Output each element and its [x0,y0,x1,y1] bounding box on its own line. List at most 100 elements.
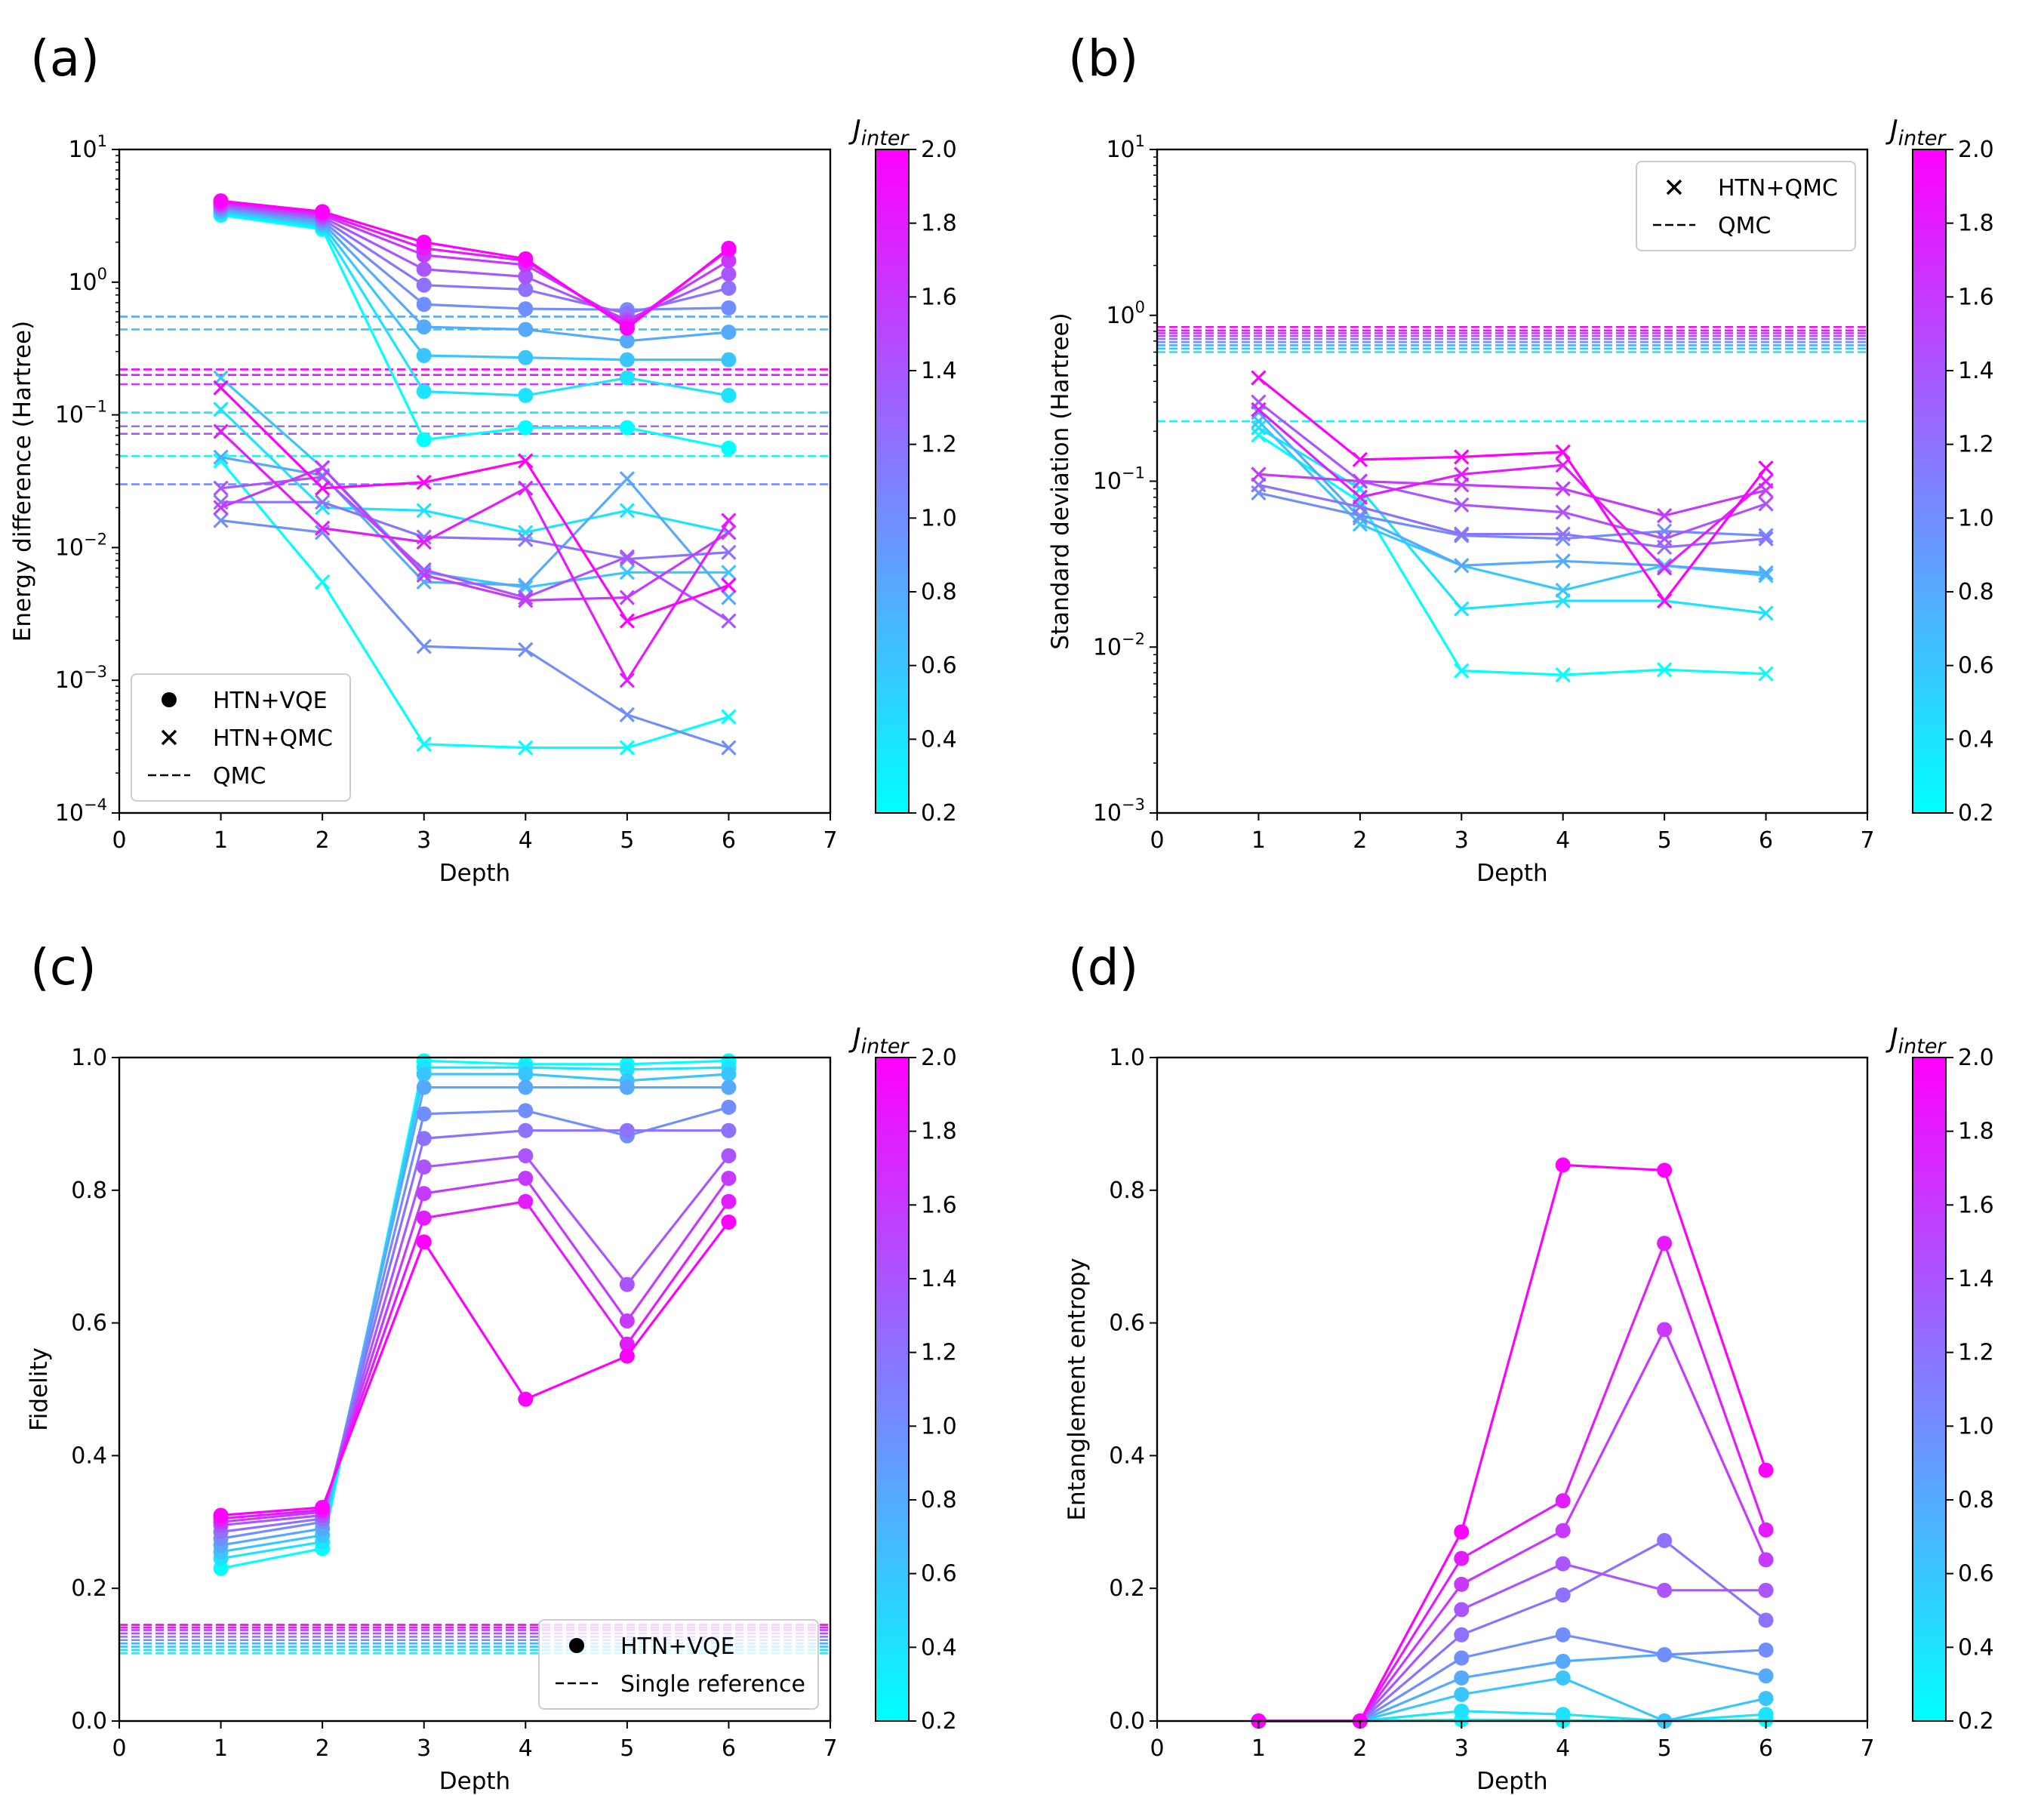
x-tick-label: 5 [620,827,634,854]
vqe-point [619,1061,635,1077]
colorbar-tick-label: 1.8 [1958,211,1994,237]
qmc-point [315,494,331,510]
vqe-point [1657,1582,1673,1598]
x-tick-label: 7 [1860,1735,1874,1762]
qmc-point [518,531,534,547]
vqe-point [619,370,635,386]
vqe-point [315,1499,331,1515]
legend-label: HTN+QMC [1718,175,1838,202]
y-tick-base: 10 [1106,137,1134,163]
colorbar-tick-label: 0.8 [1958,1487,1994,1513]
vqe-point [619,320,635,336]
vqe-point [518,282,534,297]
x-tick-label: 2 [316,827,330,854]
y-tick-label: 10−3 [1093,796,1145,827]
qmc-series-line [1257,401,1767,540]
y-tick-label: 0.2 [1109,1575,1145,1602]
qmc-point [1758,531,1774,547]
colorbar-tick-label: 0.6 [921,1561,957,1587]
qmc-point [518,577,534,593]
qmc-series-line [220,377,729,589]
qmc-point [213,423,229,439]
qmc-point [1454,601,1470,617]
qmc-point [1555,582,1571,599]
qmc-point [1454,497,1470,513]
qmc-point [721,709,737,725]
y-tick-label: 101 [1106,132,1145,163]
colorbar-title-main: J [848,1023,861,1054]
qmc-point [1251,394,1267,410]
colorbar-title-subscript: inter [861,1035,910,1058]
qmc-point [721,577,737,593]
qmc-point [1657,507,1673,524]
colorbar-tick-label: 1.6 [921,284,957,310]
vqe-point [721,352,737,368]
vqe-point [1454,1670,1470,1686]
qmc-point [619,673,635,688]
qmc-point [315,480,331,496]
y-tick-exponent: −1 [1122,464,1145,482]
vqe-point [416,234,432,250]
qmc-point [416,474,432,491]
colorbar-tick-label: 1.8 [921,211,957,237]
vqe-point [518,349,534,365]
vqe-point [721,387,737,403]
colorbar-tick-label: 1.2 [921,1340,957,1366]
vqe-point [1758,1691,1774,1707]
vqe-point [1454,1602,1470,1618]
x-axis-label: Depth [439,860,510,887]
qmc-series-line [220,460,729,750]
vqe-point [518,251,534,266]
vqe-series-line [220,1085,729,1547]
vqe-series-line [220,1154,730,1527]
y-axis-label: Energy difference (Hartree) [9,321,36,642]
qmc-point [619,503,635,519]
vqe-point [416,347,432,363]
qmc-point [1251,370,1267,386]
colorbar-tick-label: 0.2 [921,1708,957,1735]
legend: HTN+VQE HTN+QMC QMC [131,673,351,802]
vqe-series-line [220,205,729,316]
vqe-point [1454,1627,1470,1643]
panel-d: (d) 0 1 2 3 4 5 6 7 Depth 0.0 0.2 0.4 0.6 0.8 1.0 Entang… [1064,938,1994,1795]
y-tick-label: 100 [68,265,107,296]
y-tick-label: 0.8 [1109,1178,1145,1204]
qmc-point [518,525,534,540]
vqe-point [619,1276,635,1292]
qmc-point [518,642,534,657]
plot-area [119,193,830,756]
qmc-point [1454,558,1470,574]
colorbar-title: Jinter [1885,115,1947,150]
vqe-point [1454,1686,1470,1702]
y-tick-exponent: 1 [97,132,107,150]
y-tick-exponent: −2 [84,530,107,548]
vqe-point [1555,1523,1571,1538]
qmc-point [416,503,432,519]
qmc-point [1251,420,1267,436]
vqe-point [721,280,737,296]
vqe-series-line [220,212,729,397]
legend-label: QMC [213,763,266,790]
y-tick-base: 10 [1093,469,1122,495]
vqe-series-line [220,1177,730,1523]
x-tick-label: 6 [1759,1735,1773,1762]
qmc-series-line [220,386,729,623]
plot-area [1251,1157,1774,1729]
qmc-point [619,551,635,567]
panel-b: (b)0 1 2 3 4 5 6 7Depth10110010−110−210−3Standa… [1047,29,1994,887]
qmc-point [518,480,534,496]
vqe-point [619,333,635,349]
legend-label: HTN+VQE [620,1633,735,1660]
y-tick-base: 10 [1093,634,1122,660]
y-tick-label: 1.0 [71,1045,107,1071]
qmc-point [721,544,737,560]
colorbar-tick-label: 1.0 [921,505,957,531]
qmc-point [1657,560,1673,576]
qmc-series-line [1257,411,1766,574]
qmc-point [213,380,229,396]
legend-x-marker [1666,179,1682,196]
qmc-point [1251,402,1267,417]
qmc-point [213,453,229,469]
y-tick-label: 10−2 [1093,630,1145,660]
x-axis-label: Depth [1476,860,1547,887]
